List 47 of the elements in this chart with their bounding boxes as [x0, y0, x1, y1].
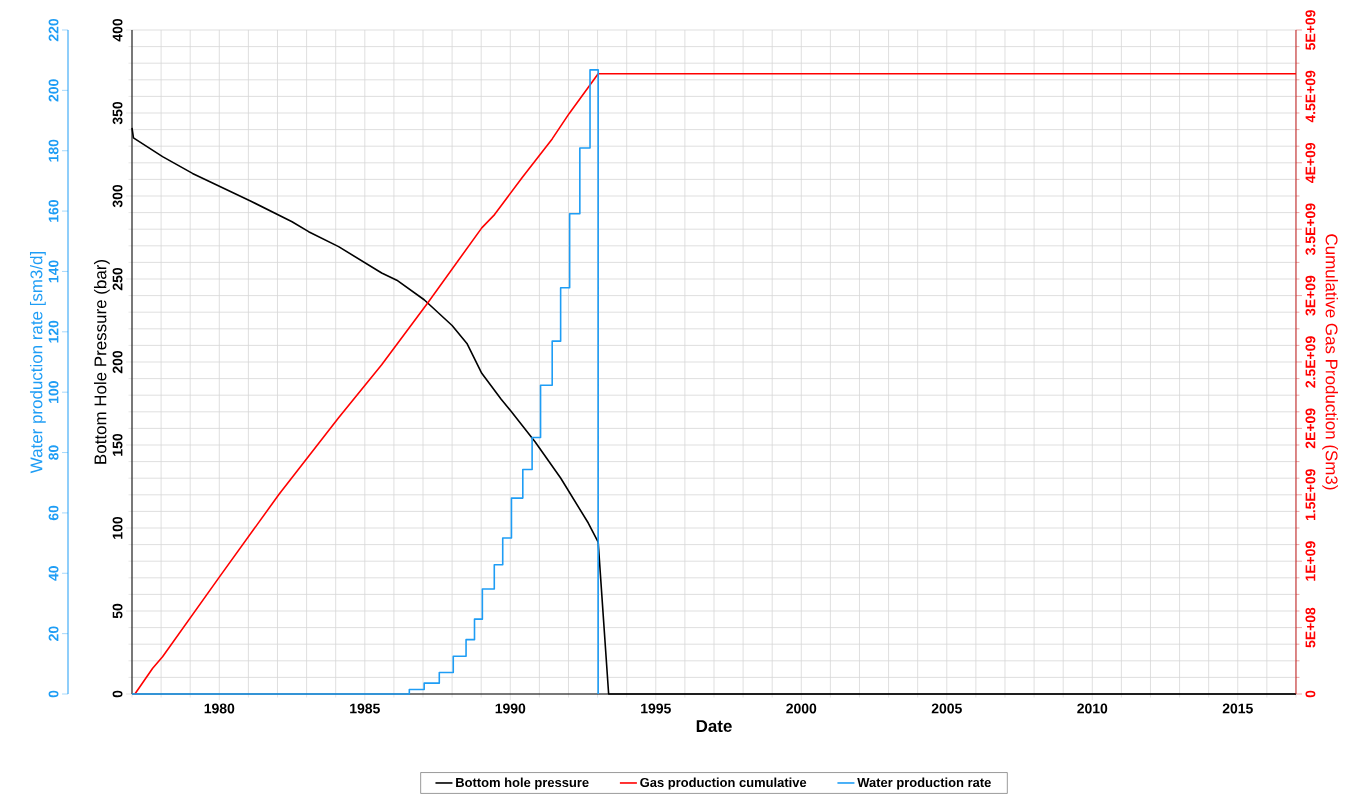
y-tick-label: 100 — [112, 516, 123, 539]
y-tick-label: 300 — [112, 184, 123, 208]
y2-tick-label: 4E+09 — [1305, 142, 1316, 183]
x-tick-label: 2005 — [931, 703, 962, 714]
y2-tick-label: 1.5E+09 — [1305, 469, 1316, 521]
y2-tick-label: 3E+09 — [1305, 275, 1316, 316]
y3-tick-label: 180 — [48, 139, 59, 162]
y3-tick-label: 220 — [48, 18, 59, 42]
y-axis-title: Bottom Hole Pressure (bar) — [93, 260, 110, 464]
y-tick-label: 250 — [112, 267, 123, 291]
x-tick-label: 1995 — [641, 703, 671, 714]
y2-tick-label: 1E+09 — [1305, 541, 1316, 581]
x-axis-title: Date — [696, 720, 732, 733]
y-tick-label: 0 — [112, 690, 123, 698]
y3-tick-label: 160 — [48, 200, 59, 222]
y3-tick-label: 60 — [48, 505, 59, 521]
y3-axis-title: Water production rate [sm3/d] — [29, 251, 46, 474]
y3-tick-label: 20 — [48, 626, 59, 641]
y2-tick-label: 2.5E+09 — [1305, 336, 1316, 388]
y3-tick-label: 80 — [48, 445, 59, 460]
y3-tick-label: 40 — [48, 566, 59, 581]
y2-tick-label: 3.5E+09 — [1305, 203, 1316, 256]
y3-tick-label: 100 — [48, 381, 59, 403]
y-tick-label: 400 — [112, 18, 123, 42]
y2-tick-label: 0 — [1305, 690, 1316, 698]
x-tick-label: 1980 — [204, 703, 235, 714]
y2-axis-title: Cumulative Gas Production (Sm3) — [1322, 234, 1338, 490]
y3-tick-label: 120 — [48, 320, 59, 343]
x-tick-label: 2000 — [786, 703, 817, 714]
y-tick-label: 150 — [112, 433, 123, 456]
x-tick-label: 1990 — [495, 703, 526, 714]
x-tick-label: 2015 — [1222, 703, 1253, 714]
y2-tick-label: 5E+08 — [1305, 607, 1316, 648]
x-tick-label: 1985 — [350, 703, 380, 714]
legend-label: Gas production cumulative — [640, 777, 807, 790]
y3-tick-label: 0 — [48, 690, 59, 698]
y3-tick-label: 140 — [48, 260, 59, 283]
y-tick-label: 50 — [112, 603, 123, 619]
y2-tick-label: 4.5E+09 — [1305, 70, 1316, 123]
legend-label: Water production rate — [857, 777, 991, 790]
y3-tick-label: 200 — [48, 79, 59, 102]
y2-tick-label: 5E+09 — [1305, 10, 1316, 50]
legend-label: Bottom hole pressure — [456, 777, 589, 790]
y2-tick-label: 2E+09 — [1305, 408, 1316, 449]
y-tick-label: 350 — [112, 101, 123, 125]
x-tick-label: 2010 — [1077, 703, 1108, 714]
y-tick-label: 200 — [112, 350, 123, 374]
